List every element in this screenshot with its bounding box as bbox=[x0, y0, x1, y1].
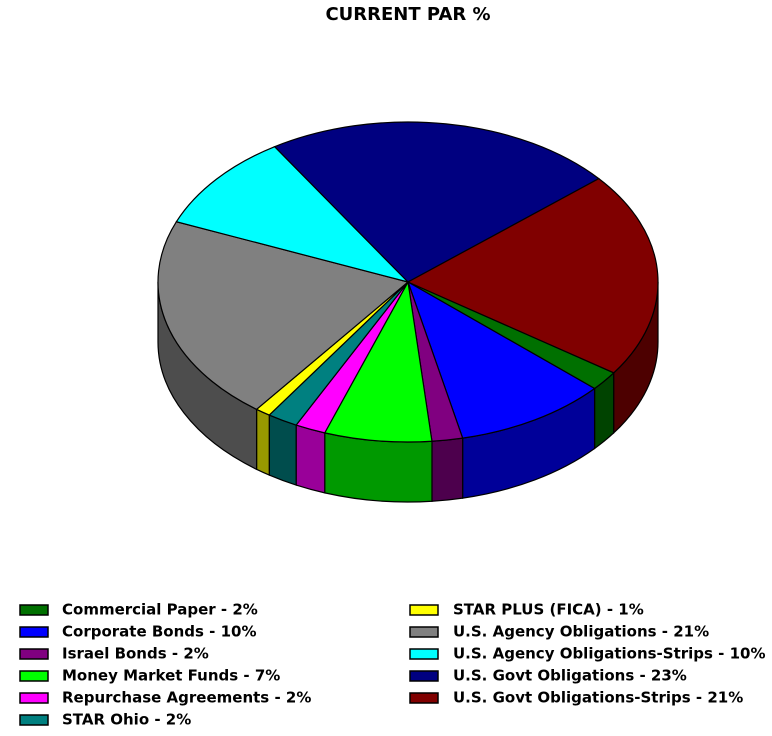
legend-swatch bbox=[19, 604, 49, 616]
legend-swatch bbox=[409, 670, 439, 682]
chart-title: CURRENT PAR % bbox=[325, 4, 490, 25]
legend-label: Money Market Funds - 7% bbox=[62, 667, 280, 685]
legend-swatch bbox=[19, 692, 49, 704]
legend-swatch bbox=[409, 692, 439, 704]
pie-slice bbox=[157, 221, 410, 411]
legend-swatch bbox=[409, 648, 439, 660]
pie-slice bbox=[406, 280, 596, 439]
pie-side bbox=[295, 424, 326, 494]
legend-swatch bbox=[19, 626, 49, 638]
legend-label: Commercial Paper - 2% bbox=[62, 601, 258, 619]
legend-label: STAR Ohio - 2% bbox=[62, 711, 191, 729]
pie-side bbox=[255, 408, 270, 477]
legend-label: U.S. Govt Obligations - 23% bbox=[453, 667, 687, 685]
pie-side bbox=[268, 414, 297, 486]
legend-label: STAR PLUS (FICA) - 1% bbox=[453, 601, 644, 619]
legend-label: Corporate Bonds - 10% bbox=[62, 623, 257, 641]
legend-label: Israel Bonds - 2% bbox=[62, 645, 209, 663]
legend-swatch bbox=[19, 714, 49, 726]
pie-side bbox=[431, 437, 464, 502]
legend-label: U.S. Govt Obligations-Strips - 21% bbox=[453, 689, 743, 707]
pie-side bbox=[324, 432, 433, 503]
legend-swatch bbox=[19, 648, 49, 660]
legend-label: Repurchase Agreements - 2% bbox=[62, 689, 311, 707]
pie-slice bbox=[406, 177, 659, 374]
pie-slice bbox=[175, 145, 410, 284]
legend-label: U.S. Agency Obligations - 21% bbox=[453, 623, 709, 641]
legend-swatch bbox=[409, 626, 439, 638]
pie-slice bbox=[323, 280, 433, 443]
legend-swatch bbox=[409, 604, 439, 616]
pie-slice bbox=[273, 121, 600, 283]
legend-label: U.S. Agency Obligations-Strips - 10% bbox=[453, 645, 766, 663]
legend-swatch bbox=[19, 670, 49, 682]
